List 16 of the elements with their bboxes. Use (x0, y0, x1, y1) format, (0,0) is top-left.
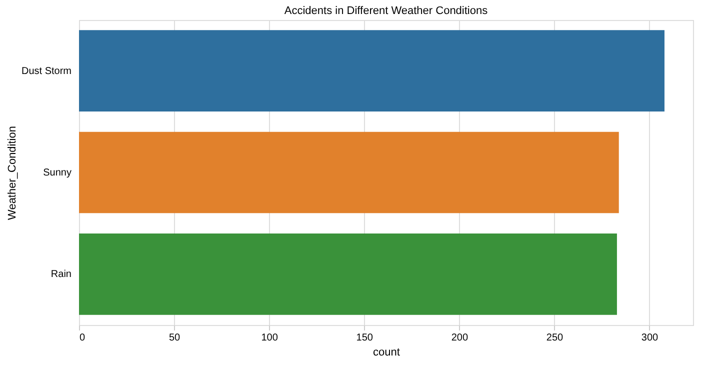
x-tick-label: 50 (168, 332, 181, 344)
x-tick-label: 100 (261, 332, 278, 344)
x-tick-label: 250 (546, 332, 564, 344)
y-axis-title: Weather_Condition (6, 126, 18, 220)
y-tick-label: Sunny (43, 168, 72, 178)
x-tick-label: 150 (356, 332, 374, 344)
y-tick-label: Dust Storm (21, 66, 72, 77)
bar (79, 234, 617, 315)
x-tick-label: 200 (451, 332, 468, 344)
chart-title: Accidents in Different Weather Conditions (284, 5, 488, 17)
y-tick-label: Rain (50, 269, 72, 280)
x-tick-label: 0 (80, 332, 86, 344)
x-axis-title: count (373, 346, 400, 358)
bar (79, 30, 664, 112)
x-tick-label: 300 (641, 332, 659, 344)
bar (79, 132, 619, 214)
